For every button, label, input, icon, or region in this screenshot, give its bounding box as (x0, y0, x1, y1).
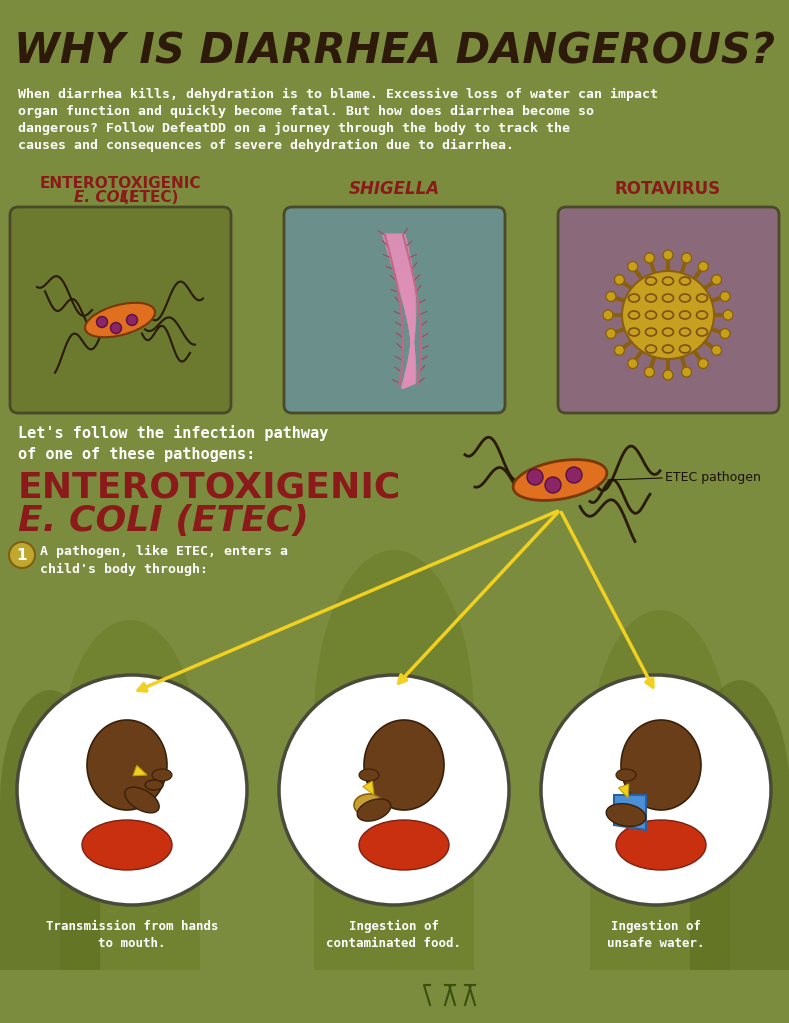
Circle shape (663, 370, 673, 380)
Circle shape (603, 310, 613, 320)
Text: WHY IS DIARRHEA DANGEROUS?: WHY IS DIARRHEA DANGEROUS? (14, 31, 775, 73)
Circle shape (96, 316, 107, 327)
Ellipse shape (359, 820, 449, 870)
Polygon shape (314, 550, 474, 970)
Text: E. COLI (ETEC): E. COLI (ETEC) (18, 504, 308, 538)
Text: SHIGELLA: SHIGELLA (349, 180, 439, 198)
Ellipse shape (621, 720, 701, 810)
Ellipse shape (606, 804, 645, 827)
Circle shape (663, 250, 673, 260)
Circle shape (17, 675, 247, 905)
Circle shape (9, 542, 35, 568)
Circle shape (544, 678, 768, 902)
Polygon shape (619, 784, 629, 798)
Circle shape (712, 346, 722, 355)
Ellipse shape (125, 787, 159, 813)
Text: When diarrhea kills, dehydration is to blame. Excessive loss of water can impact: When diarrhea kills, dehydration is to b… (18, 88, 658, 101)
Circle shape (723, 310, 733, 320)
Ellipse shape (145, 780, 163, 790)
Text: E. COLI: E. COLI (74, 190, 136, 205)
Circle shape (606, 292, 616, 302)
Circle shape (545, 477, 561, 493)
Circle shape (566, 468, 582, 483)
Circle shape (698, 262, 709, 271)
Text: ETEC pathogen: ETEC pathogen (665, 472, 761, 485)
Ellipse shape (87, 720, 167, 810)
Circle shape (606, 328, 616, 339)
Ellipse shape (359, 769, 379, 781)
Circle shape (682, 253, 691, 263)
Ellipse shape (85, 303, 155, 338)
Circle shape (282, 678, 506, 902)
FancyBboxPatch shape (284, 207, 505, 413)
Circle shape (20, 678, 244, 902)
Text: ENTEROTOXIGENIC: ENTEROTOXIGENIC (39, 176, 200, 191)
Ellipse shape (616, 820, 706, 870)
Text: ROTAVIRUS: ROTAVIRUS (615, 180, 721, 198)
Circle shape (279, 675, 509, 905)
Ellipse shape (513, 459, 607, 500)
Ellipse shape (622, 271, 714, 359)
Text: causes and consequences of severe dehydration due to diarrhea.: causes and consequences of severe dehydr… (18, 139, 514, 152)
Text: Ingestion of
unsafe water.: Ingestion of unsafe water. (608, 920, 705, 950)
Circle shape (615, 275, 624, 284)
Text: Let's follow the infection pathway
of one of these pathogens:: Let's follow the infection pathway of on… (18, 425, 328, 462)
Polygon shape (133, 765, 147, 775)
Circle shape (126, 314, 137, 325)
FancyBboxPatch shape (10, 207, 231, 413)
Circle shape (712, 275, 722, 284)
Polygon shape (363, 782, 374, 795)
Ellipse shape (364, 720, 444, 810)
Text: Transmission from hands
to mouth.: Transmission from hands to mouth. (46, 920, 219, 950)
Circle shape (110, 322, 122, 333)
Circle shape (527, 469, 543, 485)
Circle shape (698, 358, 709, 368)
Ellipse shape (354, 794, 384, 816)
Circle shape (645, 367, 654, 377)
FancyBboxPatch shape (558, 207, 779, 413)
Circle shape (615, 346, 624, 355)
Ellipse shape (616, 769, 636, 781)
Text: (ETEC): (ETEC) (118, 190, 178, 205)
Text: 1: 1 (17, 547, 28, 563)
Ellipse shape (357, 799, 391, 821)
Text: Ingestion of
contaminated food.: Ingestion of contaminated food. (327, 920, 462, 950)
Circle shape (628, 262, 638, 271)
Circle shape (682, 367, 691, 377)
Text: dangerous? Follow DefeatDD on a journey through the body to track the: dangerous? Follow DefeatDD on a journey … (18, 122, 570, 135)
Circle shape (645, 253, 654, 263)
Circle shape (720, 328, 730, 339)
Circle shape (541, 675, 771, 905)
Polygon shape (0, 691, 100, 970)
Circle shape (628, 358, 638, 368)
Polygon shape (590, 610, 730, 970)
Polygon shape (614, 795, 646, 830)
Text: A pathogen, like ETEC, enters a
child's body through:: A pathogen, like ETEC, enters a child's … (40, 545, 288, 576)
Ellipse shape (152, 769, 172, 781)
Circle shape (720, 292, 730, 302)
Text: ENTEROTOXIGENIC: ENTEROTOXIGENIC (18, 470, 402, 504)
Text: organ function and quickly become fatal. But how does diarrhea become so: organ function and quickly become fatal.… (18, 105, 594, 118)
Ellipse shape (82, 820, 172, 870)
Polygon shape (60, 620, 200, 970)
Polygon shape (690, 680, 789, 970)
